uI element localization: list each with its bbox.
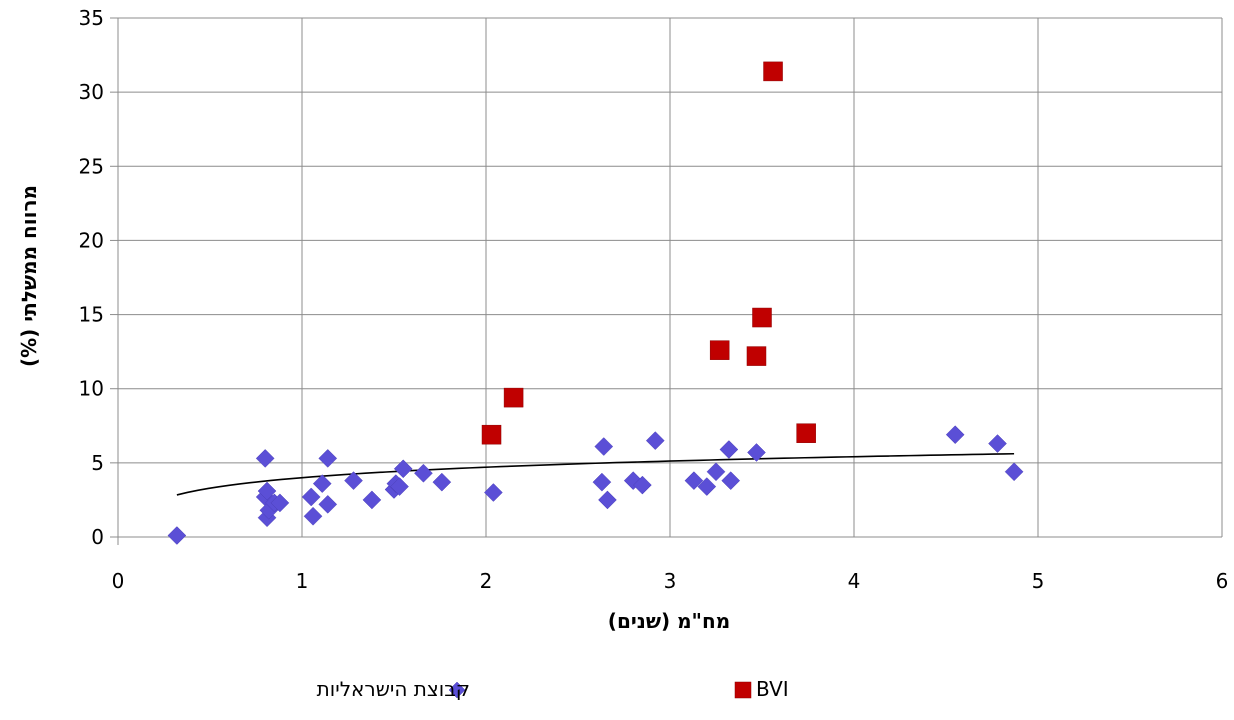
trendline	[176, 452, 1015, 496]
diamond-point	[719, 440, 739, 459]
diamond-point	[706, 462, 726, 482]
square-point	[752, 307, 772, 328]
diamond-point	[344, 471, 363, 491]
y-tick-label: 25	[79, 154, 104, 178]
diamond-point	[697, 477, 717, 496]
y-tick-label: 15	[79, 303, 104, 327]
x-tick-label: 0	[112, 569, 125, 593]
diamond-point	[721, 471, 741, 491]
diamond-point	[945, 425, 965, 445]
diamond-point	[645, 431, 665, 450]
x-tick-label: 6	[1216, 569, 1229, 593]
x-tick-label: 5	[1032, 569, 1045, 593]
diamond-point	[255, 449, 275, 468]
square-point	[481, 424, 502, 445]
tick-labels: 0 1 2 3 4 5 6 0 5 10 15 20 25 30 35	[79, 6, 1229, 593]
square-point	[709, 340, 730, 360]
square-point	[503, 387, 524, 408]
legend-label-bvi: BVI	[756, 677, 789, 701]
x-tick-label: 1	[296, 569, 309, 593]
legend: קבוצת הישראליות BVI	[317, 677, 789, 701]
x-tick-label: 3	[664, 569, 677, 593]
gridlines	[110, 17, 1223, 545]
legend-diamond-icon	[448, 681, 466, 699]
diamond-point	[414, 463, 433, 483]
data-points	[167, 61, 1024, 545]
y-tick-label: 0	[91, 525, 104, 549]
diamond-point	[484, 483, 503, 502]
x-tick-label: 4	[848, 569, 861, 593]
diamond-point	[432, 472, 452, 492]
legend-square-icon	[734, 681, 752, 699]
diamond-point	[592, 472, 612, 492]
diamond-point	[167, 526, 187, 545]
x-axis-title: מח"מ (שנים)	[608, 609, 730, 633]
y-axis-title: מרווח ממשלתי (%)	[17, 185, 41, 367]
legend-label-israeli: קבוצת הישראליות	[317, 677, 470, 701]
square-point	[746, 346, 767, 366]
y-tick-label: 35	[79, 6, 104, 30]
diamond-point	[747, 443, 766, 462]
diamond-point	[318, 449, 338, 468]
diamond-point	[633, 475, 652, 495]
diamond-point	[318, 495, 338, 514]
square-point	[763, 61, 783, 82]
diamond-point	[988, 434, 1007, 453]
diamond-point	[362, 490, 382, 510]
diamond-point	[598, 490, 617, 510]
y-tick-label: 30	[79, 80, 104, 104]
y-tick-label: 10	[79, 377, 104, 401]
diamond-point	[594, 437, 614, 456]
diamond-point	[312, 474, 332, 493]
diamond-point	[257, 481, 277, 501]
diamond-point	[301, 487, 321, 507]
y-tick-label: 20	[79, 228, 104, 252]
trendline-layer	[176, 452, 1015, 496]
diamond-point	[303, 506, 323, 526]
x-tick-label: 2	[480, 569, 493, 593]
diamond-point	[684, 471, 704, 491]
y-tick-label: 5	[91, 451, 104, 475]
diamond-point	[270, 493, 290, 513]
diamond-point	[1004, 462, 1024, 482]
square-point	[796, 423, 816, 443]
diamond-point	[390, 477, 409, 496]
diamond-point	[393, 459, 413, 479]
